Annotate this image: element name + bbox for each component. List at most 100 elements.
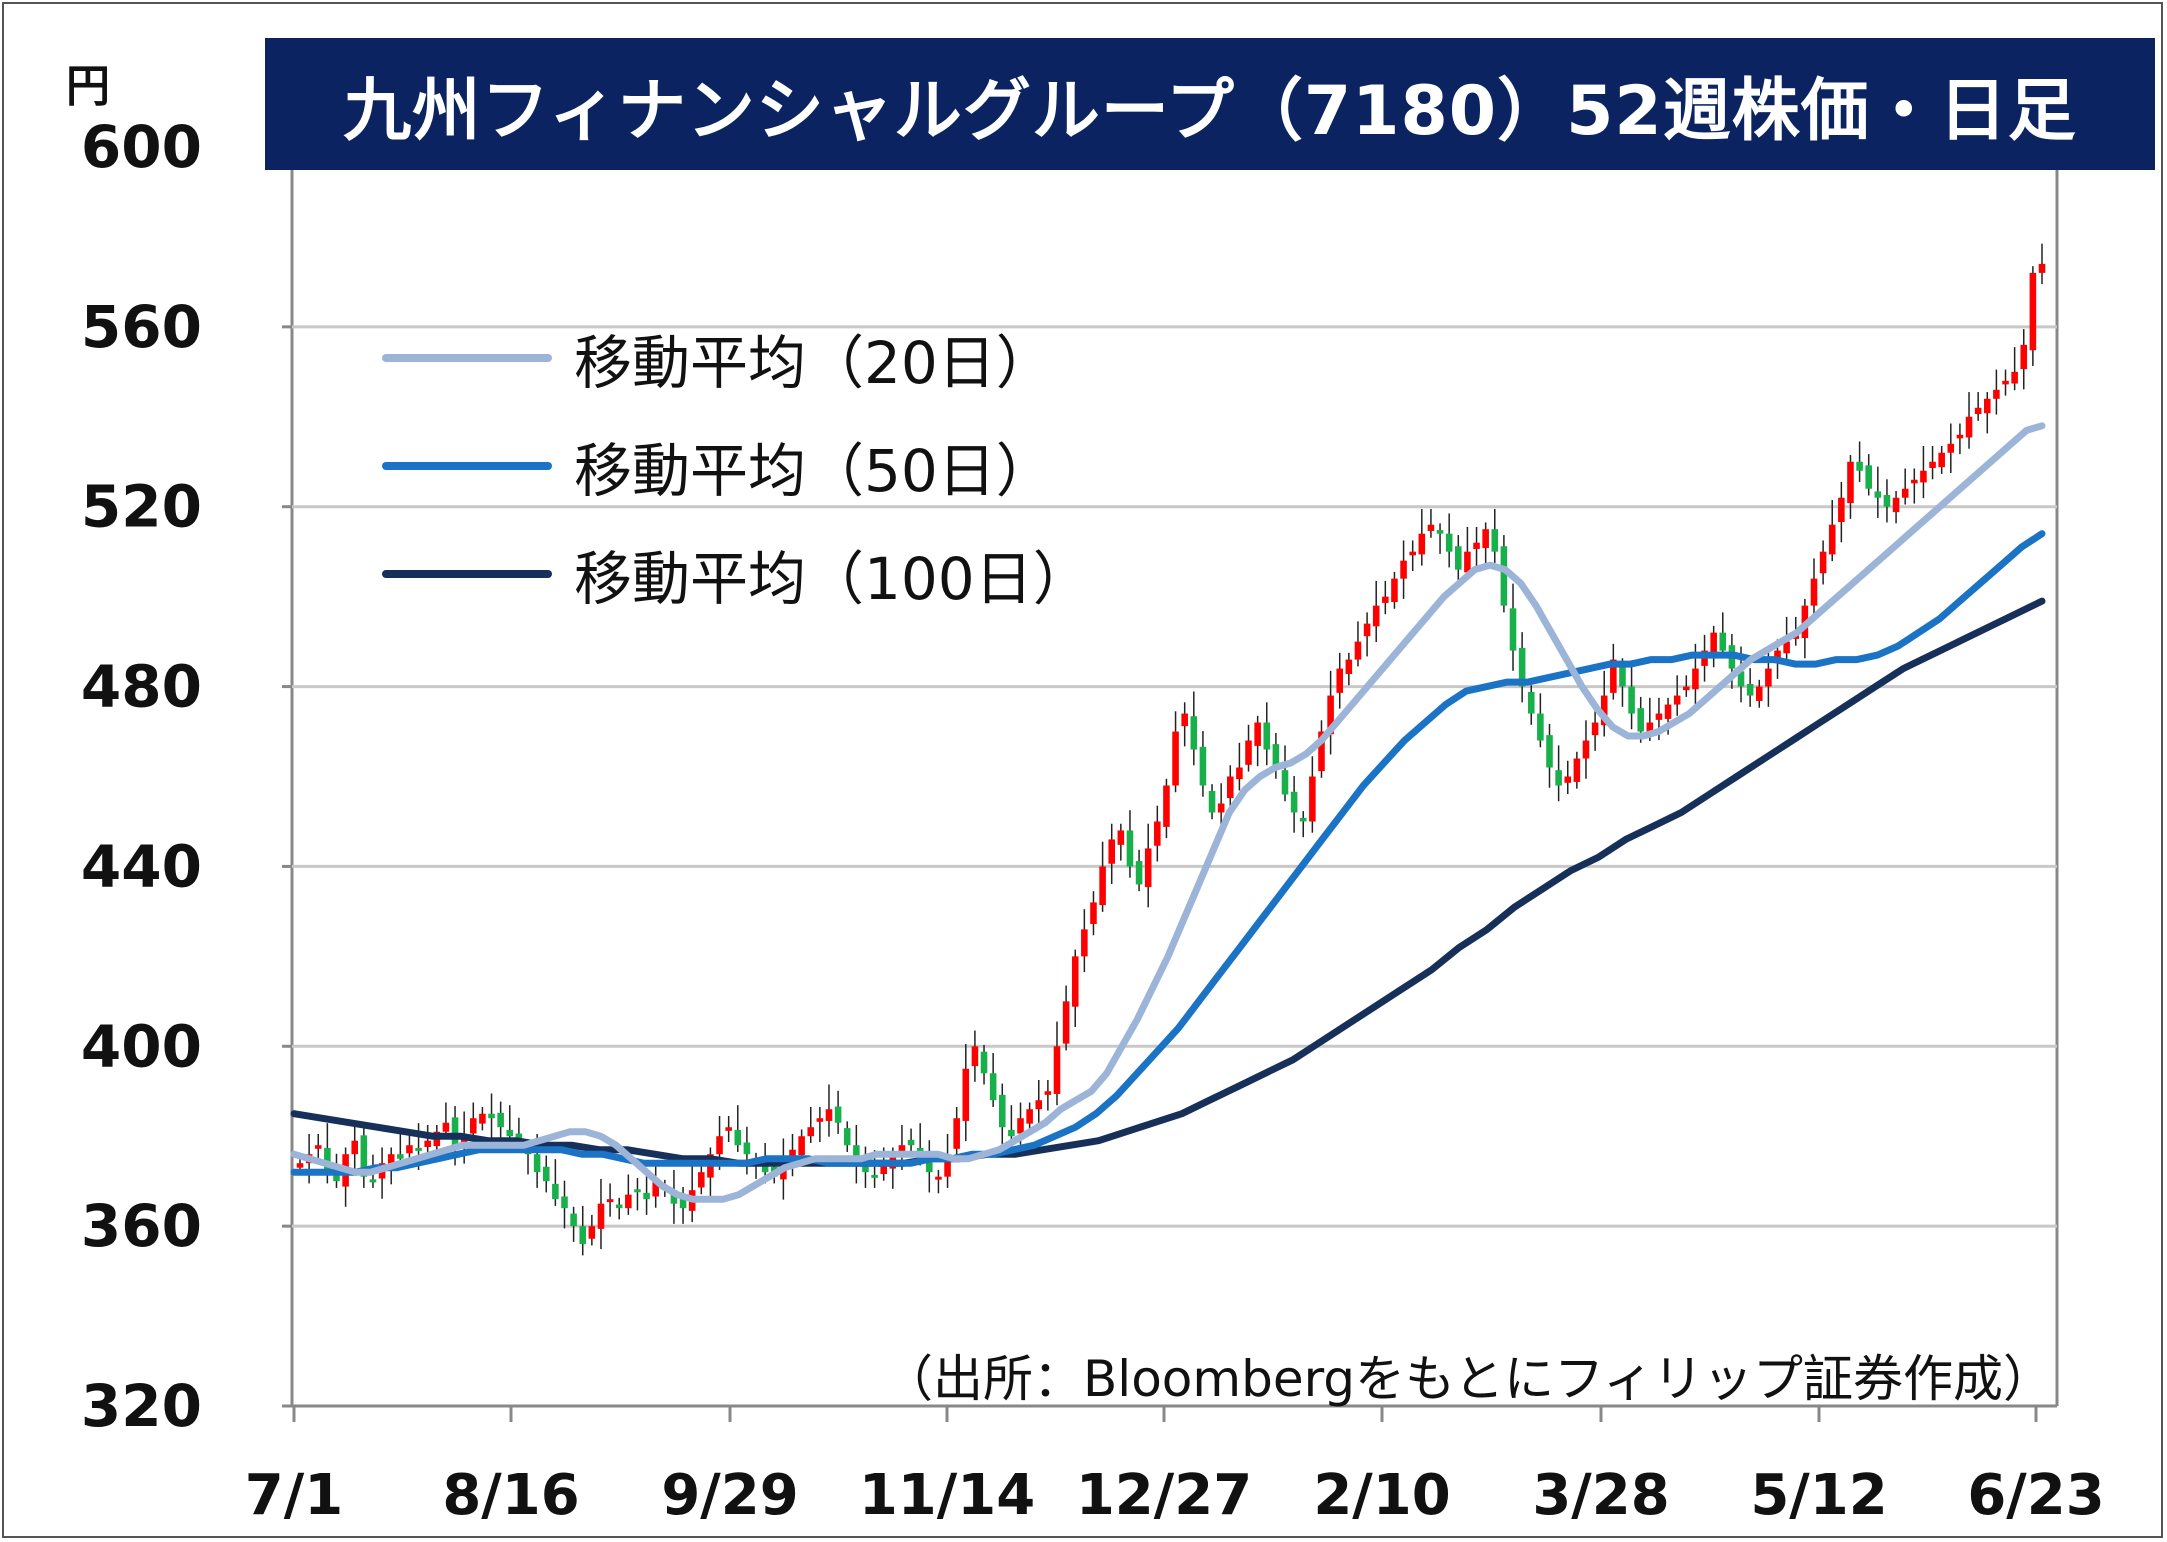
candle-up [2029,272,2037,351]
candle-up [296,1163,304,1168]
candle-up [1564,776,1572,783]
candle-up [2038,263,2046,273]
y-tick-label: 560 [81,293,202,361]
candle-up [1363,623,1371,637]
candle-down [1619,664,1626,687]
candle-down [1527,691,1535,714]
candle-down [1518,647,1526,687]
y-tick-label: 520 [81,473,202,541]
x-tick-label: 7/1 [245,1463,343,1528]
candle-up [1673,695,1681,705]
candle-up [1683,686,1690,691]
candle-down [615,1204,623,1209]
candle-up [1409,551,1416,556]
legend-label-ma50: 移動平均（50日） [574,437,1054,505]
candle-up [1892,497,1900,513]
candle-up [1226,776,1234,799]
candle-down [634,1189,641,1193]
candle-down [743,1142,751,1155]
ma20-line [290,422,2046,1203]
y-tick-label: 360 [81,1192,202,1260]
candle-down [1628,686,1635,714]
candle-up [1655,713,1663,720]
candle-down [1299,817,1307,822]
y-tick-label: 440 [81,832,202,900]
x-tick-label: 6/23 [1967,1463,2104,1528]
candle-up [944,1154,951,1177]
x-tick-label: 8/16 [442,1463,579,1528]
candle-up [1974,407,1982,415]
candle-up [1053,1046,1061,1094]
candle-up [442,1122,450,1132]
candle-up [1847,461,1854,504]
candle-down [1491,529,1499,552]
candle-up [725,1127,732,1131]
y-tick-label: 600 [81,113,202,181]
candle-down [360,1135,368,1177]
candle-down [552,1183,559,1200]
candle-up [1956,434,1964,439]
candle-down [1737,671,1745,687]
candle-up [1144,848,1152,888]
y-axis: 320 360 400 440 480 520 560 600 [81,113,292,1440]
candle-up [1418,533,1426,555]
candle-down [1199,746,1207,786]
legend-item-ma100: 移動平均（100日） [382,520,1091,628]
candle-down [1008,1129,1015,1137]
candle-up [1017,1118,1024,1134]
candle-up [1710,632,1717,656]
candle-down [488,1113,495,1119]
candle-up [1309,776,1316,822]
candle-down [561,1196,568,1209]
candle-up [1755,686,1763,701]
candle-down [1272,744,1280,768]
candle-down [533,1154,541,1173]
candle-up [1610,659,1617,693]
candle-up [2002,380,2009,385]
candle-up [816,1118,824,1122]
x-tick-label: 2/10 [1313,1463,1450,1528]
x-tick-label: 3/28 [1532,1463,1669,1528]
chart-title: 九州フィナンシャルグループ（7180）52週株価・日足 [265,38,2155,170]
candle-down [871,1174,878,1178]
candle-down [998,1094,1006,1128]
candle-up [1181,713,1188,727]
candle-up [1354,641,1362,660]
candle-up [698,1172,705,1188]
candle-up [1382,596,1389,603]
candle-up [1427,524,1435,531]
chart-canvas: 320 360 400 440 480 520 560 600 7/1 8/16 9/29 11/1… [81,113,2105,1528]
candle-up [1810,578,1818,606]
candle-up [1099,866,1106,906]
candle-up [1154,821,1161,846]
source-note: （出所：Bloombergをもとにフィリップ証券作成） [883,1350,2053,1408]
candle-down [1290,791,1298,813]
candle-up [971,1046,979,1067]
candle-up [652,1181,659,1197]
candle-up [1081,929,1088,957]
candle-down [1865,465,1872,489]
candle-down [1208,790,1216,813]
candle-up [1482,529,1489,549]
candle-up [2011,371,2018,384]
candle-down [497,1112,504,1128]
legend-label-ma100: 移動平均（100日） [574,545,1091,613]
candle-up [1646,722,1654,735]
candle-up [789,1149,796,1161]
candle-up [1217,803,1225,813]
candle-up [1819,551,1827,574]
candle-up [798,1136,805,1156]
candle-down [1537,713,1544,741]
legend-swatch-ma50 [382,462,552,470]
legend-swatch-ma20 [382,354,552,362]
candle-down [834,1106,842,1123]
candle-up [1582,740,1590,759]
candle-down [853,1145,860,1164]
candle-down [1500,546,1508,606]
candle-up [1336,668,1344,693]
candle-up [1044,1091,1052,1095]
legend-swatch-ma100 [382,570,552,578]
candle-up [1254,722,1261,746]
y-axis-unit: 円 [66,61,110,112]
